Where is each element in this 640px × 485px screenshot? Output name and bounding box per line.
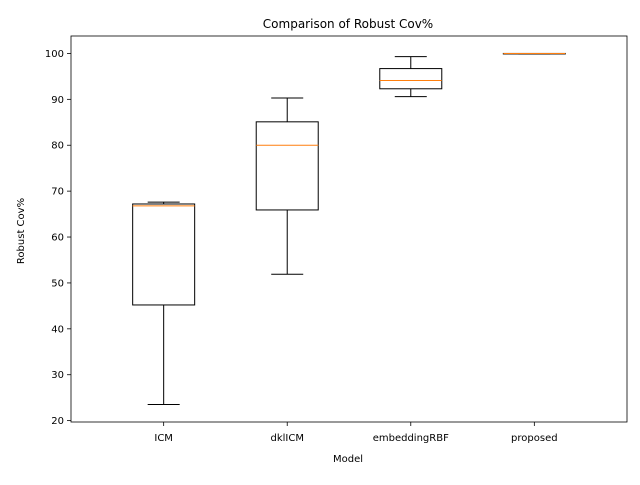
box-embeddingRBF (379, 68, 443, 90)
x-tick-label: embeddingRBF (373, 433, 449, 444)
y-tick-label: 20 (51, 416, 64, 427)
x-tick-label: ICM (154, 433, 173, 444)
chart-title: Comparison of Robust Cov% (263, 17, 433, 31)
box-ICM (132, 203, 196, 306)
x-tick-label: proposed (511, 433, 558, 444)
axes-frame (70, 35, 628, 423)
y-tick-label: 80 (51, 141, 64, 152)
x-axis-label: Model (333, 454, 363, 465)
y-tick-label: 90 (51, 95, 64, 106)
y-tick-label: 100 (45, 49, 64, 60)
y-tick-label: 70 (51, 187, 64, 198)
y-tick-label: 60 (51, 233, 64, 244)
y-axis-label: Robust Cov% (16, 198, 27, 264)
y-tick-label: 30 (51, 370, 64, 381)
plot-area: 20 30 40 50 60 70 80 90 100 ICM dklICM embeddingRBF… (45, 35, 628, 444)
y-tick-label: 50 (51, 278, 64, 289)
box-dklICM (255, 121, 319, 211)
y-tick-label: 40 (51, 324, 64, 335)
x-tick-label: dklICM (270, 433, 303, 444)
